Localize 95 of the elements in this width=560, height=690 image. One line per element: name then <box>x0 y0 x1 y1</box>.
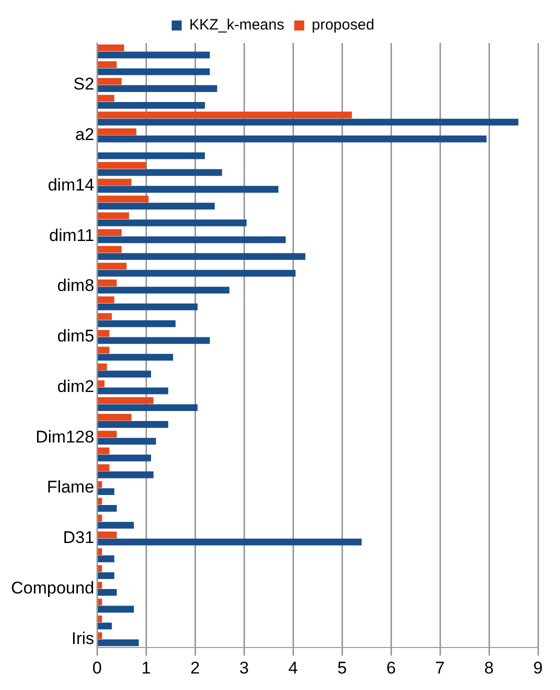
bar <box>98 505 117 512</box>
bar <box>98 253 306 260</box>
bar <box>98 454 152 462</box>
bar <box>98 68 210 76</box>
bar <box>98 178 132 186</box>
bar <box>98 589 117 596</box>
bar <box>98 152 205 160</box>
bar <box>98 169 222 176</box>
bar <box>98 102 205 109</box>
y-tick-label: dim8 <box>57 276 94 296</box>
bar <box>98 303 198 310</box>
bar <box>98 615 102 622</box>
bar <box>98 262 127 270</box>
bar <box>98 481 102 488</box>
bar <box>98 639 139 646</box>
bar <box>98 196 149 202</box>
bar <box>98 555 114 562</box>
bar <box>98 380 105 388</box>
bar <box>98 522 134 529</box>
bar <box>98 85 218 92</box>
y-tick-label: dim2 <box>57 376 94 396</box>
y-tick-label: Iris <box>71 628 94 648</box>
bar <box>98 236 286 244</box>
bar <box>98 320 176 328</box>
bar <box>98 421 168 428</box>
bar <box>98 78 122 85</box>
bar <box>98 370 152 378</box>
bar <box>98 538 362 546</box>
bar <box>98 220 247 226</box>
bar <box>98 572 114 579</box>
bar <box>98 448 110 454</box>
bar <box>98 404 198 412</box>
bar <box>98 313 112 320</box>
bar <box>98 364 107 370</box>
bar <box>98 229 122 236</box>
bar <box>98 430 117 438</box>
legend-label: proposed <box>312 16 374 34</box>
x-tick-label: 3 <box>239 658 249 678</box>
y-tick-label: dim5 <box>57 326 94 346</box>
bar <box>98 296 114 304</box>
bar <box>98 414 132 421</box>
bar <box>98 582 102 589</box>
bar <box>98 498 102 505</box>
y-tick-label: S2 <box>73 74 94 94</box>
x-tick-label: 9 <box>533 658 543 678</box>
bar <box>98 186 278 193</box>
bar <box>98 270 296 277</box>
x-tick-label: 6 <box>386 658 396 678</box>
bar <box>98 212 130 220</box>
bar <box>98 464 110 472</box>
bar <box>98 136 487 142</box>
bar <box>98 565 102 572</box>
x-tick-label: 7 <box>435 658 445 678</box>
bar <box>98 337 210 344</box>
bar <box>98 438 156 445</box>
bar <box>98 598 102 606</box>
y-tick-label: Dim128 <box>36 427 94 446</box>
x-tick-label: 0 <box>92 658 102 678</box>
y-tick-label: dim11 <box>49 226 94 245</box>
bar <box>98 52 210 58</box>
bar <box>98 346 110 354</box>
bar <box>98 202 215 210</box>
x-tick-label: 4 <box>288 658 298 678</box>
bar <box>98 531 117 538</box>
x-tick-label: 8 <box>484 658 494 678</box>
bar <box>98 61 117 68</box>
bar <box>98 622 112 630</box>
bar <box>98 514 102 522</box>
bar <box>98 330 110 337</box>
bar <box>98 162 146 169</box>
bar <box>98 488 114 496</box>
bar <box>98 286 230 294</box>
legend-label: KKZ_k-means <box>189 16 284 34</box>
bar <box>98 606 134 613</box>
y-tick-label: D31 <box>62 528 94 548</box>
bar <box>98 548 102 556</box>
bar <box>98 354 174 361</box>
bar <box>98 632 102 640</box>
bar <box>98 94 114 102</box>
bar <box>98 397 154 404</box>
bar <box>98 118 518 126</box>
y-tick-label: Flame <box>46 478 94 497</box>
x-tick-label: 1 <box>141 658 151 678</box>
bar <box>98 471 154 478</box>
y-tick-label: Compound <box>10 578 94 598</box>
bar <box>98 112 352 118</box>
bar <box>98 44 124 52</box>
bar <box>98 280 117 286</box>
bar <box>98 246 122 253</box>
x-tick-label: 5 <box>337 658 347 678</box>
x-tick-label: 2 <box>190 658 200 678</box>
y-tick-label: a2 <box>75 125 94 144</box>
bar <box>98 387 168 394</box>
bar <box>98 128 136 136</box>
y-tick-label: dim14 <box>48 175 94 194</box>
